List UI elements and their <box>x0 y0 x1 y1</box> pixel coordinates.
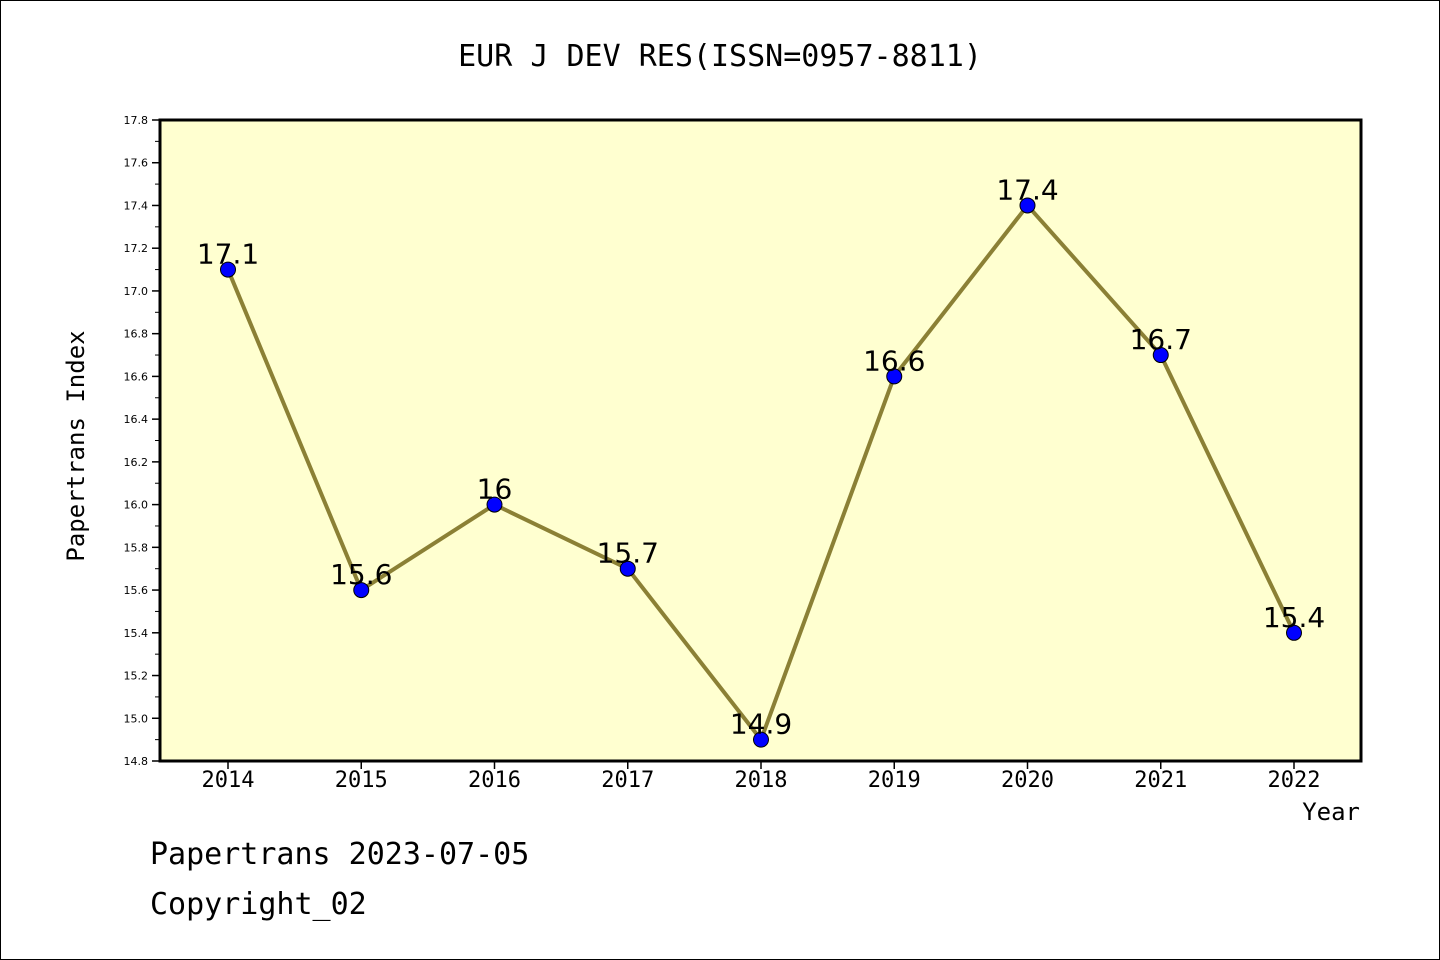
data-label: 14.9 <box>730 708 792 741</box>
data-label: 15.7 <box>597 537 659 570</box>
data-label: 16.7 <box>1130 323 1192 356</box>
y-tick-label: 16.2 <box>124 456 149 469</box>
x-tick-label: 2022 <box>1268 768 1321 793</box>
footer-copyright: Copyright_02 <box>150 887 367 922</box>
x-tick-label: 2021 <box>1134 768 1187 793</box>
data-label: 17.4 <box>996 173 1058 206</box>
x-tick-label: 2016 <box>468 768 521 793</box>
data-point <box>619 560 636 577</box>
x-tick-label: 2014 <box>202 768 255 793</box>
x-tick-label: 2020 <box>1001 768 1054 793</box>
data-point <box>1152 347 1169 364</box>
y-tick-label: 17.2 <box>124 242 149 255</box>
y-tick-label: 17.6 <box>124 157 149 170</box>
x-axis-label: Year <box>1302 798 1360 826</box>
y-tick-label: 15.6 <box>124 584 149 597</box>
data-label-group: 17.1 15.6 16 15.7 14.9 16.6 17.4 16.7 15.4 <box>197 173 1325 740</box>
x-axis: 2014 2015 2016 2017 2018 2019 2020 2021 2022 <box>202 761 1321 793</box>
y-tick-label: 17.8 <box>124 114 149 127</box>
y-axis-label: Papertrans Index <box>62 330 90 561</box>
x-tick-label: 2019 <box>868 768 921 793</box>
y-tick-label: 17.4 <box>124 199 149 212</box>
y-tick-label: 16.8 <box>124 328 149 341</box>
data-point <box>353 582 370 599</box>
x-tick-label: 2015 <box>335 768 388 793</box>
data-label: 16 <box>477 473 513 506</box>
data-point <box>753 731 769 748</box>
data-label: 15.4 <box>1263 601 1325 634</box>
series-line-group <box>220 197 1302 748</box>
footer-date: Papertrans 2023-07-05 <box>150 837 529 872</box>
y-axis: 14.8 15.0 15.2 15.4 15.6 15.8 16.0 16.2 16.4 16.6… <box>124 114 160 768</box>
chart-title: EUR J DEV RES(ISSN=0957-8811) <box>458 39 982 74</box>
data-label: 15.6 <box>330 558 392 591</box>
plot-area <box>158 118 1363 763</box>
y-tick-label: 16.4 <box>124 413 149 426</box>
data-point <box>886 368 903 385</box>
data-point <box>1286 624 1302 641</box>
y-tick-label: 15.0 <box>124 712 149 725</box>
y-tick-label: 16.6 <box>124 370 149 383</box>
y-tick-label: 14.8 <box>124 755 149 768</box>
data-point <box>486 496 503 513</box>
data-point <box>220 261 236 278</box>
y-tick-label: 15.2 <box>124 670 149 683</box>
x-tick-label: 2018 <box>735 768 788 793</box>
y-tick-label: 16.0 <box>124 499 149 512</box>
data-label: 17.1 <box>197 238 259 271</box>
y-tick-label: 17.0 <box>124 285 149 298</box>
x-tick-label: 2017 <box>601 768 654 793</box>
y-tick-label: 15.8 <box>124 541 149 554</box>
data-label: 16.6 <box>863 344 925 377</box>
data-point <box>1019 197 1036 214</box>
y-tick-label: 15.4 <box>124 627 149 640</box>
